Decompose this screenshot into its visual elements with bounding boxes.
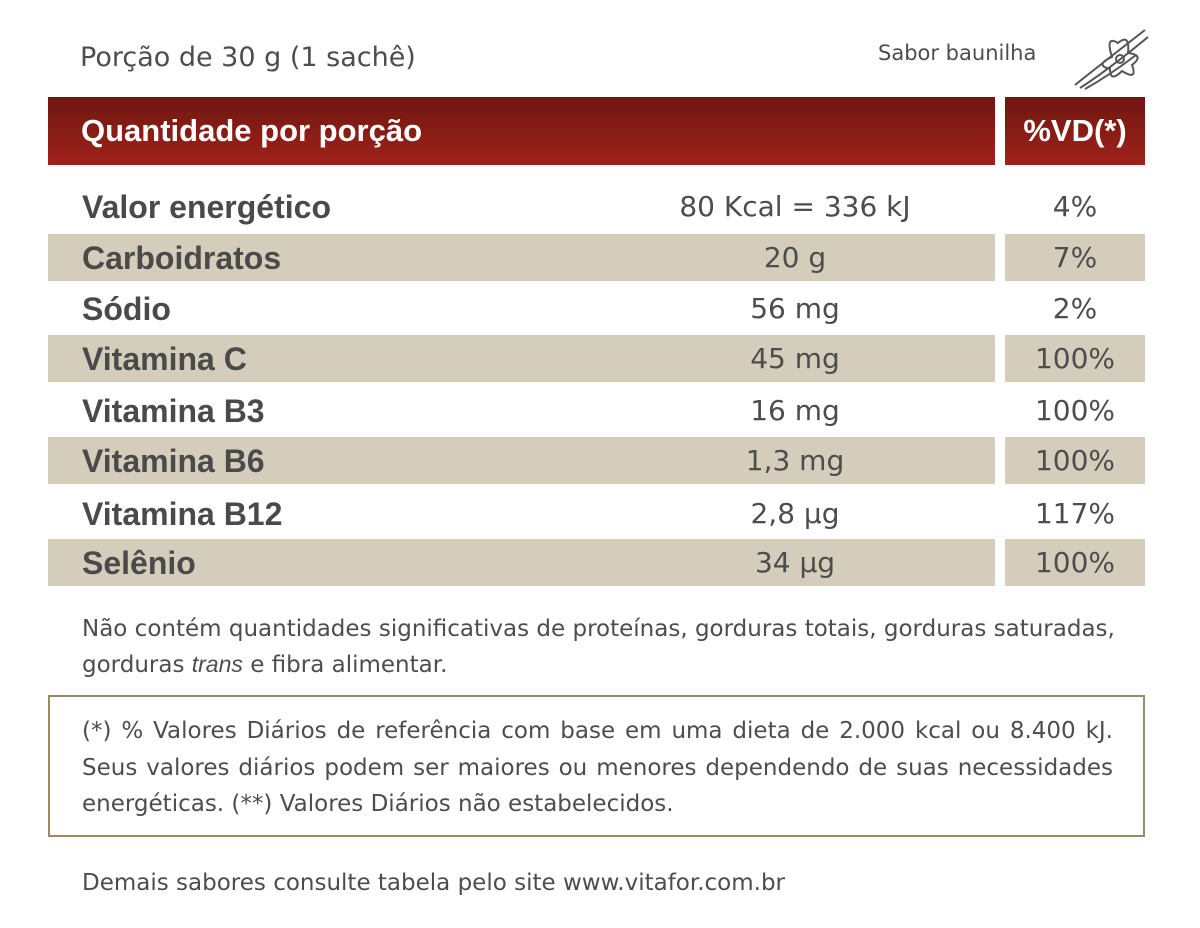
nutrient: Carboidratos [82, 240, 282, 276]
footer: Demais sabores consulte tabela pelo site… [82, 870, 786, 896]
nutrient: Vitamina B12 [82, 496, 283, 532]
row-band [1005, 539, 1145, 586]
header-label: Quantidade por porção [81, 113, 423, 148]
nutrient: Vitamina C [82, 341, 247, 377]
nutrient: Vitamina B3 [82, 393, 265, 429]
row-band [48, 437, 995, 484]
table-header: %VD(*) [1005, 97, 1145, 165]
daily-value: 100% [1034, 342, 1116, 375]
nutrient: Vitamina B6 [82, 443, 265, 479]
row-band [1005, 437, 1145, 484]
amount: 80 Kcal = 336 kJ [679, 190, 911, 223]
amount: 16 mg [750, 394, 840, 427]
amount: 1,3 mg [745, 444, 845, 477]
amount: 34 µg [754, 546, 836, 579]
row-band [48, 234, 995, 281]
flavor: Sabor baunilha [878, 41, 1037, 65]
daily-value: 7% [1052, 241, 1098, 274]
note-text: e fibra alimentar. [250, 652, 448, 678]
footnote-box: (*) % Valores Diários de referência com … [48, 695, 1145, 837]
daily-value: 4% [1052, 190, 1098, 223]
nutrient: Valor energético [82, 189, 331, 225]
row-band [1005, 335, 1145, 382]
nutrient: Sódio [82, 291, 171, 327]
amount: 45 mg [750, 342, 840, 375]
row-band [48, 335, 995, 382]
amount: 20 g [763, 241, 827, 274]
vanilla-icon [1074, 29, 1149, 90]
row-band [48, 539, 995, 586]
daily-value: 100% [1034, 444, 1116, 477]
note: Não contém quantidades significativas de… [82, 612, 1122, 683]
daily-value: 117% [1034, 497, 1116, 530]
amount: 2,8 µg [750, 497, 840, 530]
daily-value: 100% [1034, 394, 1116, 427]
footnote: (*) % Valores Diários de referência com … [82, 718, 1113, 817]
row-band [1005, 234, 1145, 281]
portion: Porção de 30 g (1 sachê) [80, 42, 416, 73]
amount: 56 mg [750, 292, 840, 325]
daily-value: 100% [1034, 546, 1116, 579]
table-header: Quantidade por porção [48, 97, 995, 165]
note-italic: trans [191, 651, 243, 677]
daily-value: 2% [1052, 292, 1098, 325]
nutrient: Selênio [82, 545, 196, 581]
note-text: Não contém quantidades significativas de… [82, 616, 1115, 678]
